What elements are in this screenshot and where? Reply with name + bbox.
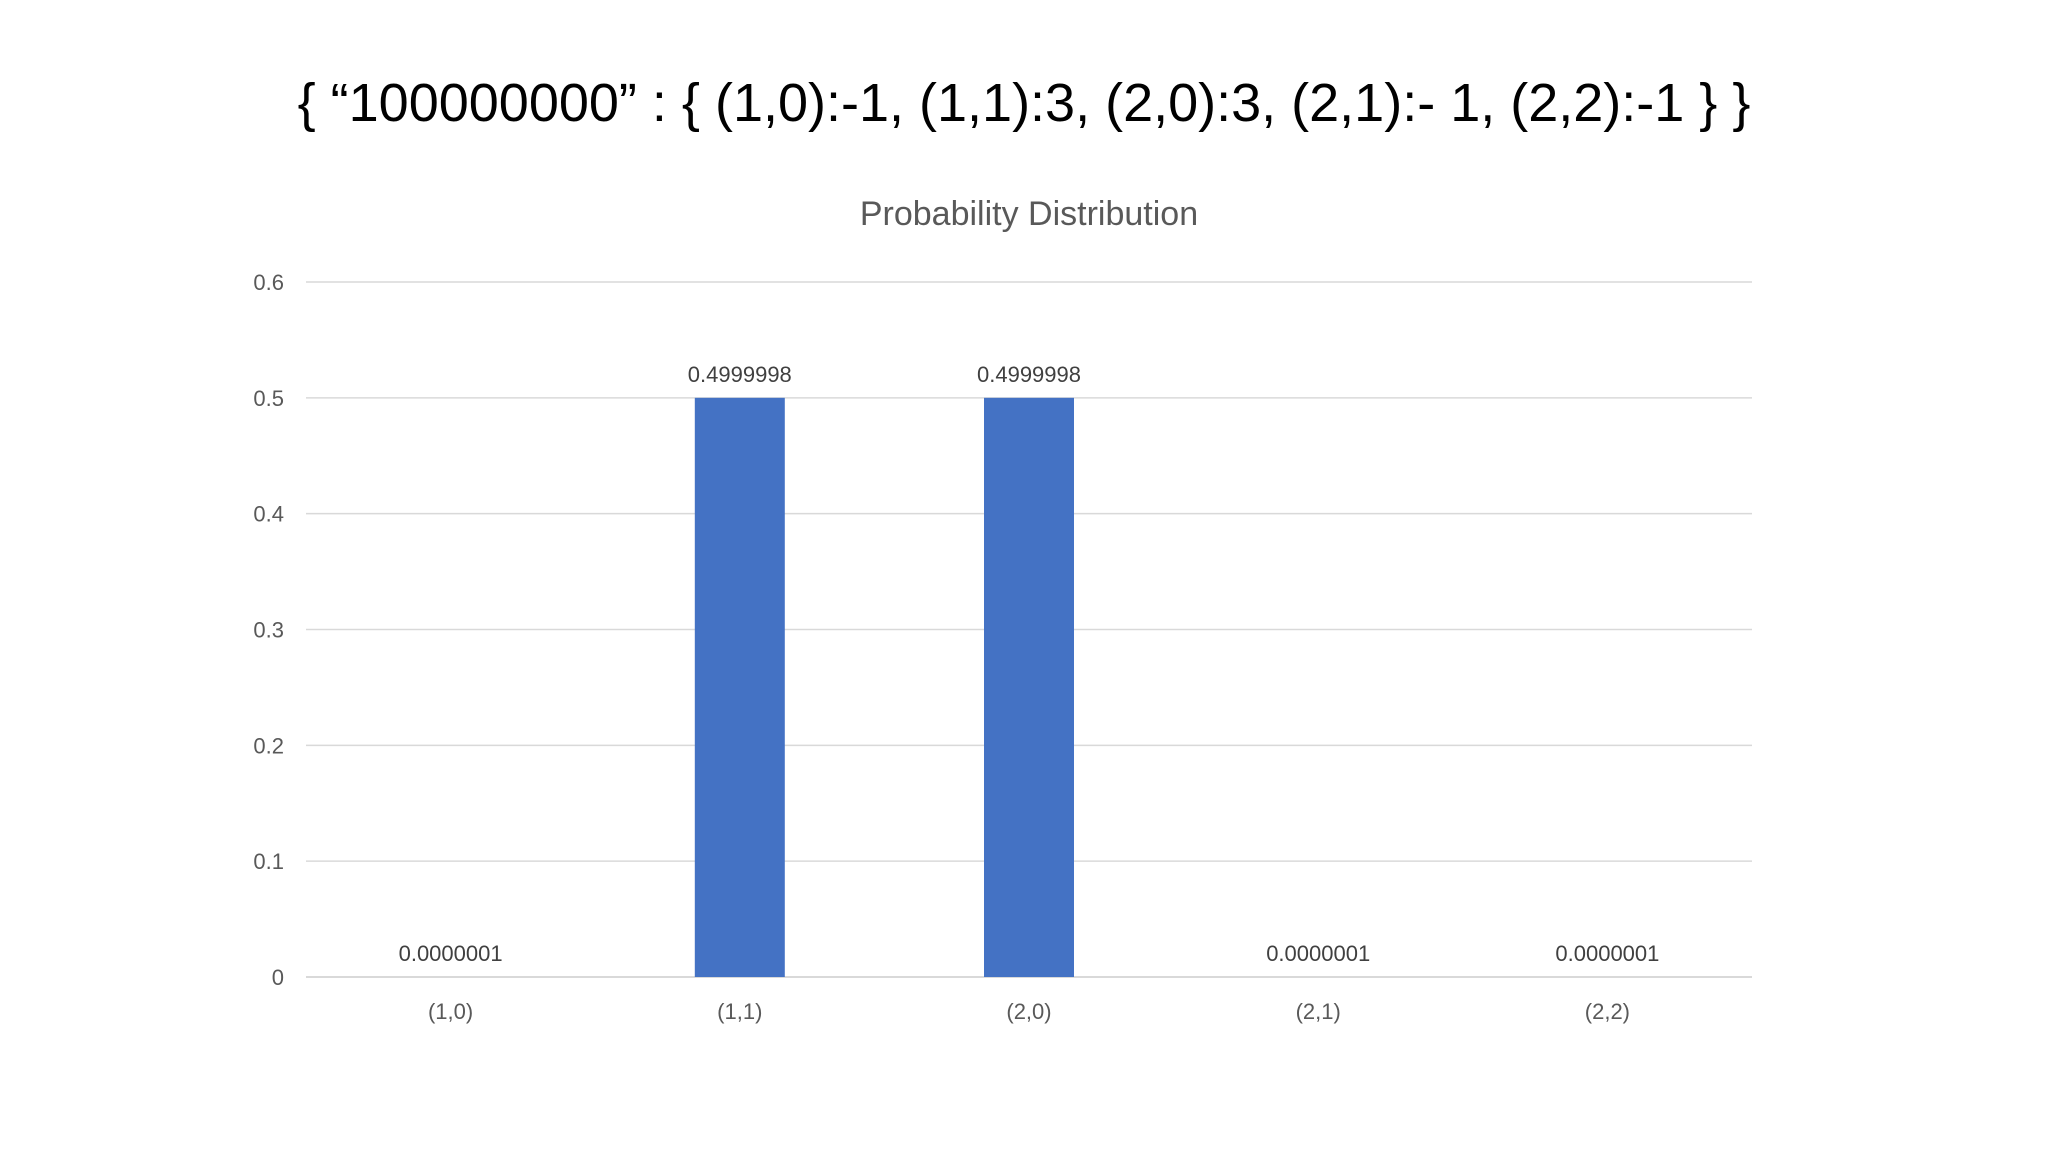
x-tick-label: (1,0)	[428, 999, 473, 1024]
y-tick-label: 0.1	[253, 849, 284, 874]
x-tick-label: (1,1)	[717, 999, 762, 1024]
x-axis-ticks: (1,0) (1,1) (2,0) (2,1) (2,2)	[428, 999, 1630, 1024]
y-tick-label: 0	[272, 965, 284, 990]
data-labels: 0.0000001 0.4999998 0.4999998 0.0000001 0.00…	[399, 362, 1660, 966]
y-axis-ticks: 0 0.1 0.2 0.3 0.4 0.5 0.6	[253, 270, 284, 990]
data-label: 0.0000001	[399, 941, 503, 966]
y-tick-label: 0.2	[253, 733, 284, 758]
bar	[694, 397, 785, 977]
data-label: 0.0000001	[1555, 941, 1659, 966]
y-tick-label: 0.3	[253, 618, 284, 643]
y-tick-label: 0.6	[253, 270, 284, 295]
bar	[984, 397, 1074, 977]
x-tick-label: (2,2)	[1585, 999, 1630, 1024]
slide-title: { “100000000” : { (1,0):-1, (1,1):3, (2,…	[297, 73, 1751, 133]
y-tick-label: 0.5	[253, 386, 284, 411]
bars	[405, 397, 1653, 977]
data-label: 0.4999998	[977, 362, 1081, 387]
chart-title: Probability Distribution	[860, 195, 1198, 233]
data-label: 0.4999998	[688, 362, 792, 387]
x-tick-label: (2,1)	[1296, 999, 1341, 1024]
data-label: 0.0000001	[1266, 941, 1370, 966]
y-tick-label: 0.4	[253, 502, 284, 527]
x-tick-label: (2,0)	[1006, 999, 1051, 1024]
